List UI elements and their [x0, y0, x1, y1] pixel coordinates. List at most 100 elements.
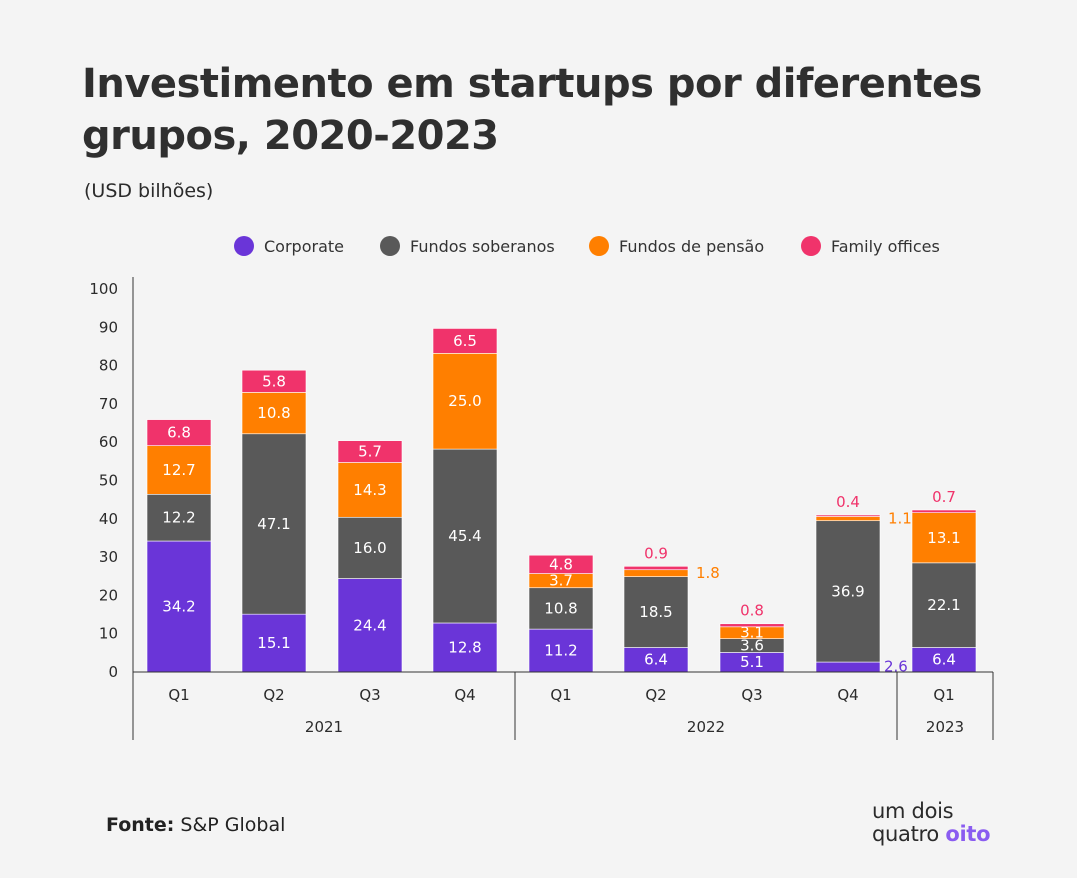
- source-label: Fonte:: [106, 814, 175, 836]
- y-tick-label: 50: [99, 472, 118, 490]
- data-label: 6.8: [167, 424, 191, 442]
- data-label: 5.7: [358, 443, 382, 461]
- data-label: 4.8: [549, 555, 573, 573]
- y-tick-label: 90: [99, 318, 118, 336]
- data-label: 12.7: [162, 461, 195, 479]
- data-label: 12.2: [162, 509, 195, 527]
- x-tick-label: Q3: [741, 686, 762, 704]
- data-label: 18.5: [639, 603, 672, 621]
- bar-segment: [241, 369, 307, 393]
- y-tick-label: 10: [99, 625, 118, 643]
- logo-line-2: quatro oito: [872, 822, 991, 846]
- legend-item-fundos-pensao: Fundos de pensão: [589, 236, 764, 256]
- data-label: 34.2: [162, 598, 195, 616]
- logo-line-1: um dois: [872, 799, 954, 823]
- data-label: 10.8: [544, 599, 577, 617]
- bar-segment: [241, 433, 307, 615]
- legend-swatch-corporate: [234, 236, 254, 256]
- legend-label-fundos-soberanos: Fundos soberanos: [410, 236, 555, 256]
- y-tick-label: 80: [99, 357, 118, 375]
- bar-segment: [337, 516, 403, 579]
- bar-segment: [337, 578, 403, 673]
- legend-item-fundos-soberanos: Fundos soberanos: [380, 236, 555, 256]
- data-label: 6.5: [453, 332, 477, 350]
- data-label: 45.4: [448, 527, 481, 545]
- y-tick-label: 70: [99, 395, 118, 413]
- bar-segment: [241, 613, 307, 673]
- data-label: 3.6: [740, 637, 764, 655]
- data-label: 0.9: [644, 544, 668, 562]
- bar-segment: [528, 587, 594, 630]
- x-tick-label: Q3: [359, 686, 380, 704]
- source-value: S&P Global: [180, 814, 286, 836]
- stacked-bar-chart: 0 10 20 30 40 50 60 70 80 90 100 34.2 12.2 12.7 6.8 15.…: [89, 277, 994, 740]
- bar-segment: [146, 419, 212, 446]
- bar-segment: [241, 392, 307, 435]
- brand-logo: um dois quatro oito: [872, 799, 991, 846]
- data-label: 5.1: [740, 653, 764, 671]
- data-label: 25.0: [448, 392, 481, 410]
- y-tick-label: 20: [99, 586, 118, 604]
- y-tick-label: 30: [99, 548, 118, 566]
- bar-segment: [146, 493, 212, 542]
- chart-subtitle: (USD bilhões): [84, 180, 214, 202]
- bar-segment: [815, 661, 881, 673]
- bar-segment: [432, 622, 498, 673]
- data-label: 6.4: [932, 651, 956, 669]
- data-label: 2.6: [884, 658, 908, 676]
- data-label: 0.7: [932, 488, 956, 506]
- x-tick-label: Q2: [645, 686, 666, 704]
- bar-segment: [432, 448, 498, 624]
- bar-segment: [623, 576, 689, 648]
- legend-swatch-fundos-pensao: [589, 236, 609, 256]
- data-label: 6.4: [644, 651, 668, 669]
- legend-label-family-offices: Family offices: [831, 236, 940, 256]
- legend-item-family-offices: Family offices: [801, 236, 940, 256]
- bar-segment: [911, 562, 977, 648]
- bar-segment: [911, 509, 977, 513]
- bar-segment: [815, 516, 881, 522]
- bar-segment: [528, 554, 594, 574]
- data-label: 14.3: [353, 481, 386, 499]
- bar-segment: [911, 512, 977, 564]
- data-label: 47.1: [257, 515, 290, 533]
- bar-segment: [337, 440, 403, 463]
- x-group-label: 2021: [305, 718, 343, 736]
- chart-legend: Corporate Fundos soberanos Fundos de pen…: [0, 236, 1077, 266]
- bar-segment: [337, 462, 403, 518]
- legend-label-fundos-pensao: Fundos de pensão: [619, 236, 765, 256]
- data-label: 16.0: [353, 539, 386, 557]
- data-label: 1.8: [696, 564, 720, 582]
- y-tick-label: 60: [99, 433, 118, 451]
- data-label: 3.1: [740, 624, 764, 642]
- x-tick-label: Q4: [454, 686, 475, 704]
- data-label: 12.8: [448, 638, 481, 656]
- y-tick-label: 0: [108, 663, 118, 681]
- legend-swatch-fundos-soberanos: [380, 236, 400, 256]
- data-label: 13.1: [927, 529, 960, 547]
- data-label: 3.7: [549, 572, 573, 590]
- x-tick-label: Q2: [263, 686, 284, 704]
- y-tick-label: 40: [99, 510, 118, 528]
- bar-segment: [528, 628, 594, 673]
- bar-segment: [911, 647, 977, 673]
- legend-swatch-family-offices: [801, 236, 821, 256]
- source-note: Fonte: S&P Global: [106, 814, 285, 836]
- bar-segment: [623, 569, 689, 577]
- bar-segment: [719, 623, 785, 628]
- data-label: 22.1: [927, 596, 960, 614]
- x-group-label: 2023: [926, 718, 964, 736]
- data-label: 15.1: [257, 634, 290, 652]
- legend-item-corporate: Corporate: [234, 236, 344, 256]
- y-tick-label: 100: [89, 280, 118, 298]
- x-tick-label: Q1: [168, 686, 189, 704]
- data-label: 5.8: [262, 372, 286, 390]
- data-label: 24.4: [353, 616, 386, 634]
- chart-title: Investimento em startups por diferentes …: [82, 61, 982, 159]
- bar-segment: [146, 540, 212, 673]
- logo-word-quatro: quatro: [872, 822, 939, 846]
- x-tick-label: Q1: [933, 686, 954, 704]
- bar-segment: [623, 565, 689, 571]
- data-label: 10.8: [257, 404, 290, 422]
- data-label: 1.1: [888, 510, 912, 528]
